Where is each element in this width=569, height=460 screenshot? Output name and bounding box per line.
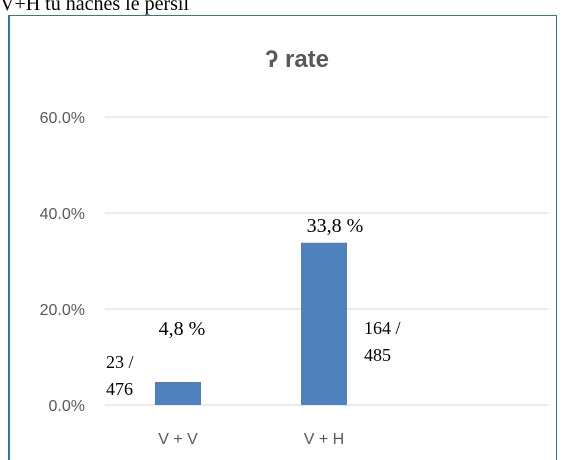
bar <box>301 242 347 405</box>
value-label: 33,8 % <box>307 215 364 237</box>
annotation: 476 <box>106 379 133 399</box>
annotation: 485 <box>364 345 391 365</box>
value-label: 4,8 % <box>159 318 206 340</box>
y-tick-label: 60.0% <box>40 110 85 127</box>
y-tick-label: 20.0% <box>40 302 85 319</box>
frame-left-edge <box>8 15 10 460</box>
x-tick-label: V + H <box>304 431 344 448</box>
y-tick-label: 0.0% <box>49 398 85 415</box>
annotation: 164 / <box>364 318 401 338</box>
header-text: V+H tu haches le persil <box>0 0 189 15</box>
x-tick-label: V + V <box>158 431 198 448</box>
annotation: 23 / <box>106 352 134 372</box>
bar <box>155 381 201 405</box>
y-tick-label: 40.0% <box>40 206 85 223</box>
chart-title: ʔ rate <box>265 46 329 73</box>
chart-frame <box>8 15 557 460</box>
